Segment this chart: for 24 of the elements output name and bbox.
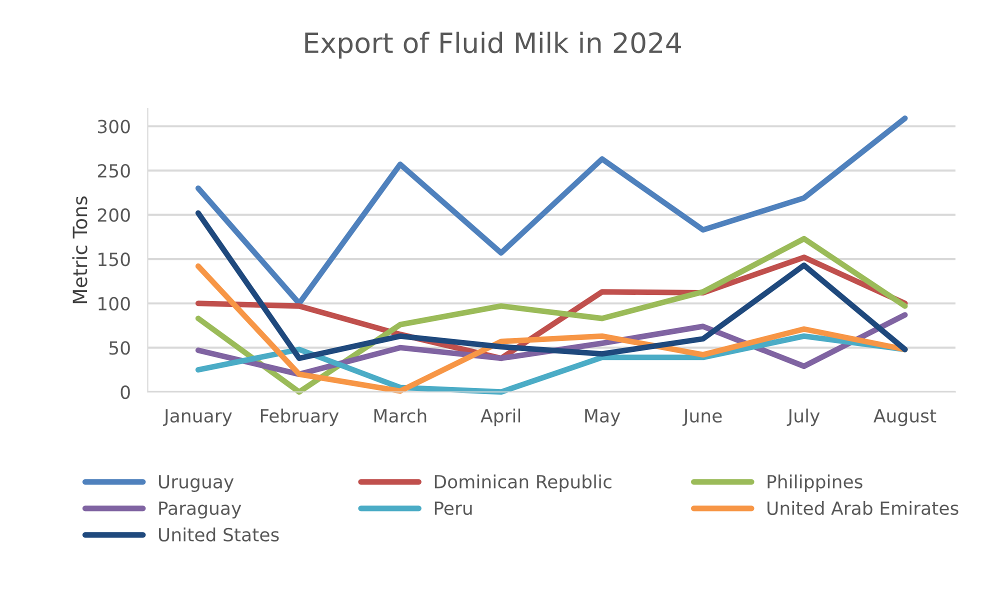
x-tick-label: March [374,408,426,423]
y-tick-label: 300 [98,120,130,134]
legend-label: United States [158,528,279,542]
x-tick-label: July [786,408,820,426]
x-tick-label: April [480,408,520,426]
x-tick-label: August [874,409,936,426]
y-tick-label: 250 [98,164,130,178]
legend-label: Uruguay [158,475,234,492]
legend-label: Paraguay [159,502,242,519]
y-axis-title: Metric Tons [72,196,88,304]
y-tick-label: 50 [110,341,130,355]
y-tick-label: 150 [98,252,130,266]
x-tick-label: February [260,408,339,426]
x-tick-label: June [682,409,722,426]
legend-label: United Arab Emirates [768,501,958,516]
legend-label: Philippines [768,474,862,492]
y-tick-label: 200 [98,208,130,222]
legend-label: Peru [434,502,472,516]
x-tick-label: January [163,409,232,426]
x-tick-label: May [585,409,620,426]
legend-label: Dominican Republic [434,474,612,492]
y-tick-label: 0 [120,385,130,400]
chart-title: Export of Fluid Milk in 2024 [305,32,681,59]
y-tick-label: 100 [98,296,130,310]
